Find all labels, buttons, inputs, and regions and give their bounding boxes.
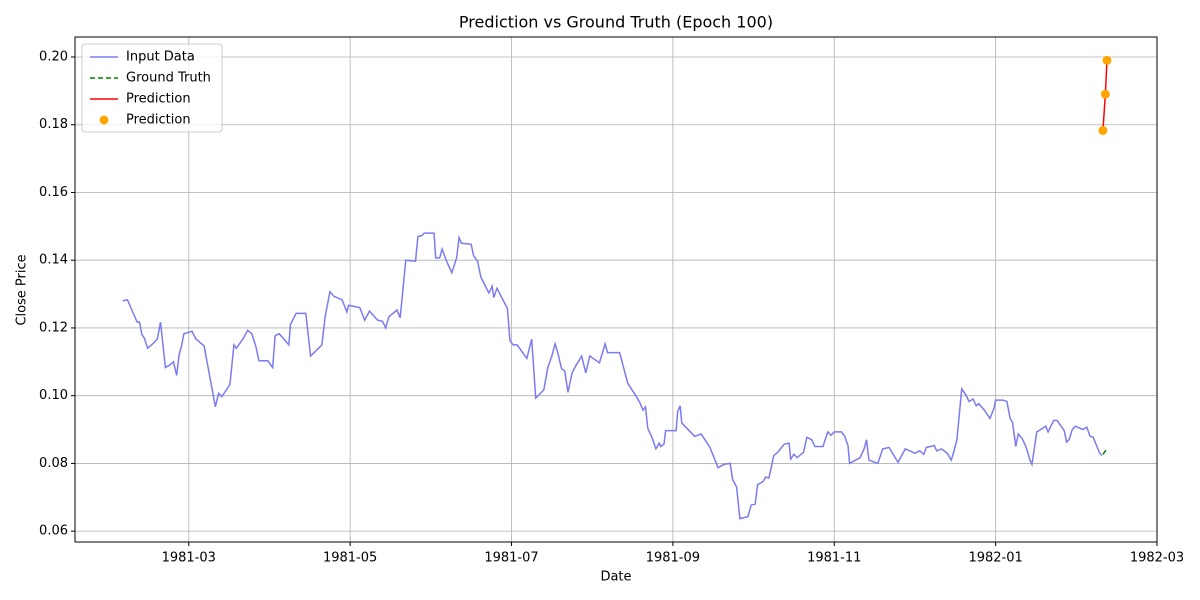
point bbox=[1102, 55, 1112, 65]
x-tick-label: 1982-01 bbox=[968, 551, 1022, 566]
x-tick-label: 1982-03 bbox=[1130, 551, 1184, 566]
y-tick-label: 0.18 bbox=[39, 117, 68, 132]
x-tick-label: 1981-07 bbox=[484, 551, 538, 566]
y-tick-label: 0.06 bbox=[39, 524, 68, 539]
legend-swatch bbox=[99, 115, 109, 125]
chart-title: Prediction vs Ground Truth (Epoch 100) bbox=[459, 13, 773, 32]
x-axis-label: Date bbox=[600, 570, 631, 585]
legend-label: Prediction bbox=[126, 113, 191, 128]
y-tick-label: 0.10 bbox=[39, 388, 68, 403]
series-line bbox=[1102, 449, 1108, 455]
y-tick-label: 0.20 bbox=[39, 49, 68, 64]
point bbox=[1100, 89, 1110, 99]
y-tick-label: 0.12 bbox=[39, 320, 68, 335]
y-tick-label: 0.14 bbox=[39, 253, 68, 268]
legend-label: Prediction bbox=[126, 92, 191, 107]
x-tick-label: 1981-11 bbox=[807, 551, 861, 566]
legend: Input Data Ground Truth Prediction Predicti… bbox=[81, 43, 223, 133]
series-line bbox=[122, 232, 1103, 520]
x-tick-label: 1981-03 bbox=[162, 551, 216, 566]
x-tick-label: 1981-09 bbox=[646, 551, 700, 566]
x-tick-label: 1981-05 bbox=[323, 551, 377, 566]
legend-label: Input Data bbox=[126, 50, 195, 65]
legend-box bbox=[81, 43, 223, 133]
y-axis-label: Close Price bbox=[15, 254, 30, 325]
y-tick-label: 0.08 bbox=[39, 456, 68, 471]
legend-label: Ground Truth bbox=[126, 71, 211, 86]
plot-frame bbox=[74, 36, 1158, 543]
point bbox=[1098, 125, 1108, 135]
y-tick-label: 0.16 bbox=[39, 185, 68, 200]
